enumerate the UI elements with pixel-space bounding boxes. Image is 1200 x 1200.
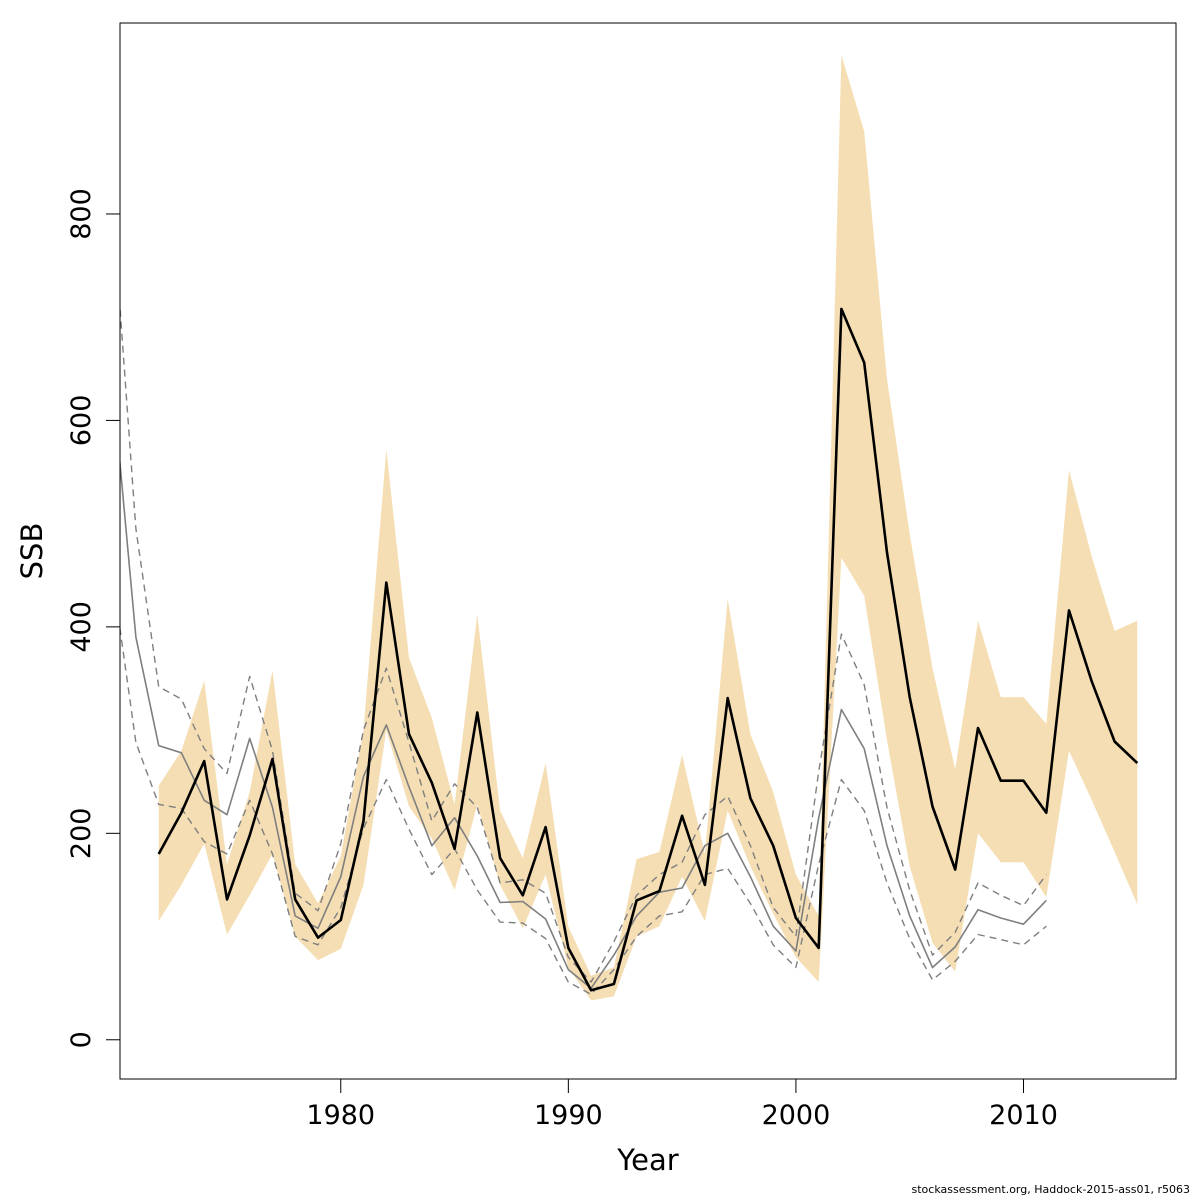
y-axis-title: SSB: [15, 523, 49, 580]
retro-line: [120, 454, 1047, 990]
plot-frame: [119, 22, 1177, 1080]
x-axis: 1980 1990 2000 2010: [306, 1079, 1058, 1131]
x-tick-label: 2000: [762, 1100, 831, 1131]
credit-text: stockassessment.org, Haddock-2015-ass01,…: [911, 1183, 1191, 1196]
y-tick-label: 200: [66, 808, 97, 860]
x-tick-label: 2010: [989, 1100, 1058, 1131]
y-tick-label: 0: [66, 1031, 97, 1048]
retro-lower-line: [120, 623, 1047, 996]
estimate-line: [157, 307, 1139, 992]
y-tick-label: 600: [66, 395, 97, 447]
x-tick-label: 1980: [306, 1100, 375, 1131]
plot-content: [120, 55, 1139, 1001]
confidence-band: [158, 55, 1138, 1001]
y-tick-label: 400: [66, 601, 97, 653]
y-tick-label: 800: [66, 188, 97, 240]
x-axis-title: Year: [616, 1143, 678, 1177]
x-tick-label: 1990: [534, 1100, 603, 1131]
y-axis: 0 200 400 600 800: [66, 188, 120, 1048]
